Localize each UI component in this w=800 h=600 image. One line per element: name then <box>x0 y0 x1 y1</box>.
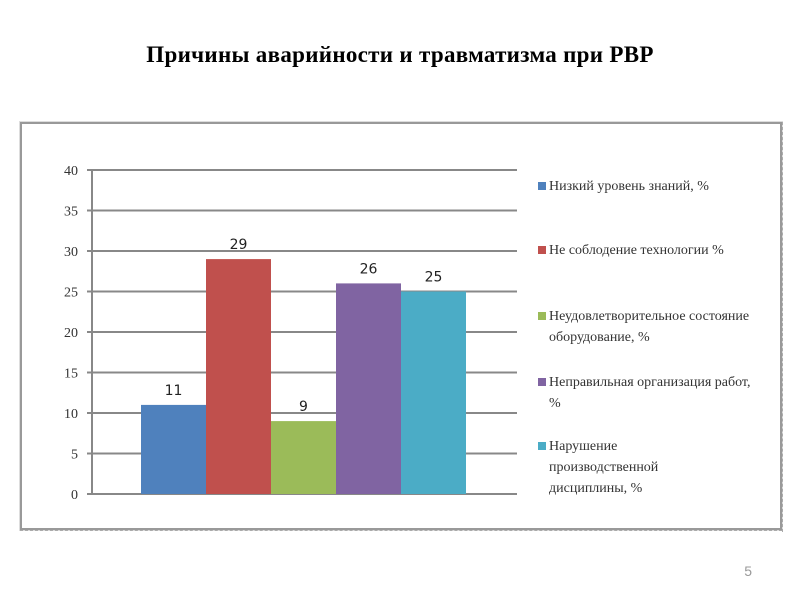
legend-item: Неправильная организация работ, % <box>538 372 768 414</box>
bar <box>206 259 271 494</box>
legend-swatch <box>538 378 546 386</box>
legend-swatch <box>538 442 546 450</box>
y-tick-label: 40 <box>64 164 78 179</box>
data-label: 9 <box>299 399 308 415</box>
legend-label: Неудовлетворительное состояние оборудова… <box>549 309 750 345</box>
slide-title: Причины аварийности и травматизма при РВ… <box>146 42 654 67</box>
y-tick-label: 30 <box>64 245 78 260</box>
bar <box>141 404 206 494</box>
data-label: 29 <box>230 237 248 253</box>
bar <box>271 421 336 494</box>
bar <box>401 291 466 494</box>
legend-label: Неправильная организация работ, % <box>549 375 751 411</box>
data-label: 11 <box>165 383 183 399</box>
legend-item: Низкий уровень знаний, % <box>538 176 768 197</box>
legend-item: Не соблодение технологии % <box>538 240 768 261</box>
y-tick-label: 25 <box>64 286 78 301</box>
page-number: 5 <box>744 563 752 579</box>
y-tick-label: 35 <box>64 205 78 220</box>
y-tick-label: 5 <box>71 448 78 463</box>
legend-label: Низкий уровень знаний, % <box>549 179 709 194</box>
frame-edge <box>782 122 786 532</box>
data-label: 25 <box>425 270 443 286</box>
bar <box>336 283 401 494</box>
y-tick-label: 0 <box>71 488 78 503</box>
y-tick-label: 10 <box>64 407 78 422</box>
legend-swatch <box>538 182 546 190</box>
y-tick-label: 20 <box>64 326 78 341</box>
legend-swatch <box>538 246 546 254</box>
legend-label: Нарушение производственной дисциплины, % <box>549 439 659 496</box>
legend-item: Неудовлетворительное состояние оборудова… <box>538 306 768 348</box>
legend-swatch <box>538 312 546 320</box>
legend-label: Не соблодение технологии % <box>549 243 724 258</box>
legend-item: Нарушение производственной дисциплины, % <box>538 436 768 499</box>
y-tick-label: 15 <box>64 367 78 382</box>
data-label: 26 <box>360 261 378 277</box>
chart-frame <box>20 122 782 530</box>
frame-edge <box>20 530 782 535</box>
